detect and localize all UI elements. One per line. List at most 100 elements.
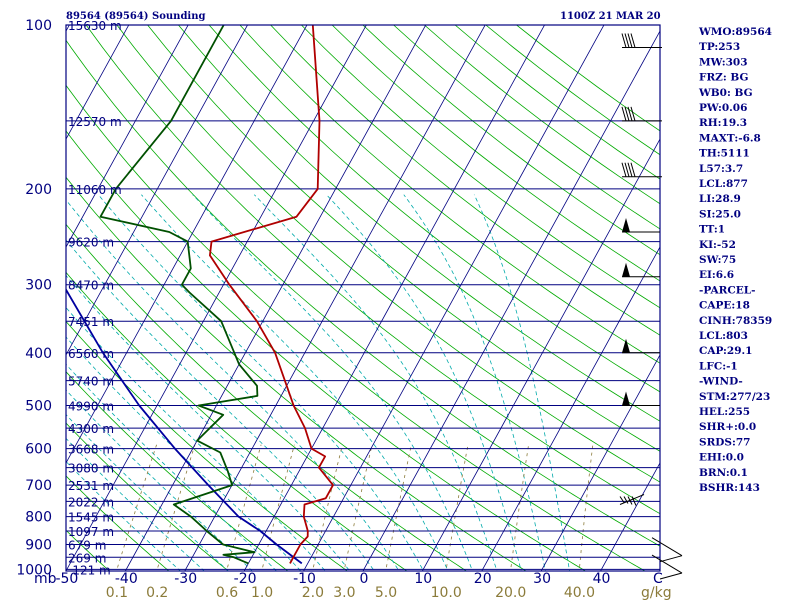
moist-adiabat (66, 437, 205, 571)
pressure-tick-label: 700 (25, 478, 52, 494)
pressure-tick-label: 800 (25, 510, 52, 526)
wind-barb-tick (623, 496, 629, 504)
index-line: WB0: BG (698, 87, 753, 99)
height-label: 4990 m (68, 400, 114, 414)
index-line: MW:303 (699, 56, 748, 68)
grid-lines (66, 25, 660, 571)
mixing-ratio-line (578, 444, 594, 571)
wind-barb-flag (622, 217, 630, 232)
pressure-tick-label: 200 (25, 182, 52, 198)
height-label: 3080 m (68, 462, 114, 476)
temperature-tick-label: -50 (55, 571, 78, 587)
mixing-ratio-tick-label: 5.0 (375, 585, 397, 600)
index-line: LI:28.9 (699, 193, 741, 205)
index-line: LCL:803 (699, 330, 748, 342)
wind-barb-tick (630, 33, 636, 48)
index-line: CINH:78359 (699, 315, 772, 327)
height-label: 4300 m (68, 422, 114, 436)
height-label: 6560 m (68, 347, 114, 361)
wind-barb (619, 494, 645, 506)
dry-adiabat (116, 25, 660, 483)
dry-adiabat (331, 25, 660, 282)
wind-barb-tick (627, 106, 633, 122)
height-label: 11060 m (68, 183, 122, 197)
height-label: 8470 m (68, 279, 114, 293)
wind-barbs (619, 33, 683, 580)
dewpoint-line (99, 25, 259, 565)
dry-adiabat (239, 25, 660, 364)
temperature-tick-label: 30 (533, 571, 551, 587)
moist-adiabat (98, 194, 424, 571)
moist-adiabat (326, 194, 522, 571)
moist-adiabat (66, 274, 351, 571)
mixing-ratio-line (510, 444, 529, 571)
moist-adiabat (403, 194, 546, 571)
wind-barb-flag (622, 338, 630, 353)
index-line: SW:75 (699, 254, 736, 266)
temperature-tick-label: -40 (115, 571, 138, 587)
dry-adiabat (208, 25, 660, 393)
mixing-ratio-line (116, 444, 157, 571)
index-line: WMO:89564 (698, 26, 772, 38)
temperature-tick-label: -30 (174, 571, 197, 587)
mixing-ratio-tick-label: 20.0 (495, 585, 526, 600)
pressure-tick-label: 300 (25, 278, 52, 294)
pressure-tick-label: 1000 (16, 562, 52, 578)
chart-title: 89564 (89564) Sounding (66, 11, 206, 22)
dry-adiabat (301, 25, 660, 309)
isotherm (66, 25, 248, 356)
wind-barb-tick (627, 162, 633, 177)
height-label: 5740 m (68, 375, 114, 389)
wind-barb-tick (630, 162, 636, 177)
index-line: TT:1 (699, 224, 725, 236)
pressure-tick-label: 500 (25, 399, 52, 415)
dry-adiabat (66, 529, 110, 571)
temperature-line (208, 25, 334, 564)
height-label: 15630 m (68, 19, 122, 33)
wind-barb-shaft (651, 537, 683, 557)
wind-barb-tick (659, 555, 683, 563)
dry-adiabat (66, 371, 289, 571)
pressure-tick-label: 600 (25, 442, 52, 458)
wind-barb-tick (621, 162, 627, 177)
isotherm (540, 354, 660, 571)
index-line: EHI:0.0 (699, 452, 744, 464)
temperature-tick-label: 10 (414, 571, 432, 587)
moist-adiabat (473, 194, 571, 571)
moist-adiabat (254, 194, 498, 571)
wind-barb (622, 391, 660, 407)
index-line: SRDS:77 (699, 436, 751, 448)
height-label: 269 m (68, 551, 106, 565)
y-axis-unit-label: mb (34, 571, 57, 587)
temperature-tick-label: -20 (234, 571, 257, 587)
moist-adiabat (66, 199, 400, 571)
dry-adiabat (85, 25, 660, 515)
height-label: 2022 m (68, 495, 114, 509)
moist-adiabat (66, 363, 278, 571)
height-label: 7451 m (68, 315, 114, 329)
moist-adiabat (192, 194, 473, 571)
isotherm (303, 25, 605, 571)
wind-barb (622, 338, 660, 354)
index-line: SHR+:0.0 (699, 421, 756, 433)
index-line: SI:25.0 (699, 208, 741, 220)
wind-barb-tick (619, 496, 625, 503)
wind-barb (651, 537, 683, 563)
isotherm (66, 25, 308, 464)
height-label: 3668 m (68, 443, 114, 457)
temperature-tick-label: 0 (359, 571, 368, 587)
mixing-ratio-unit-label: g/kg (641, 585, 672, 600)
height-label: 2531 m (68, 479, 114, 493)
wind-barb-flag (622, 391, 630, 406)
index-line: LCL:877 (699, 178, 748, 190)
dry-adiabat (66, 475, 170, 571)
temperature-tick-label: -10 (293, 571, 316, 587)
dry-adiabat (66, 422, 229, 571)
moist-adiabat (66, 460, 181, 571)
index-line: L57:3.7 (699, 163, 743, 175)
index-line: FRZ: BG (699, 72, 748, 84)
height-label: 12570 m (68, 115, 122, 129)
wind-barb (621, 162, 662, 178)
mixing-ratio-tick-label: 3.0 (333, 585, 355, 600)
